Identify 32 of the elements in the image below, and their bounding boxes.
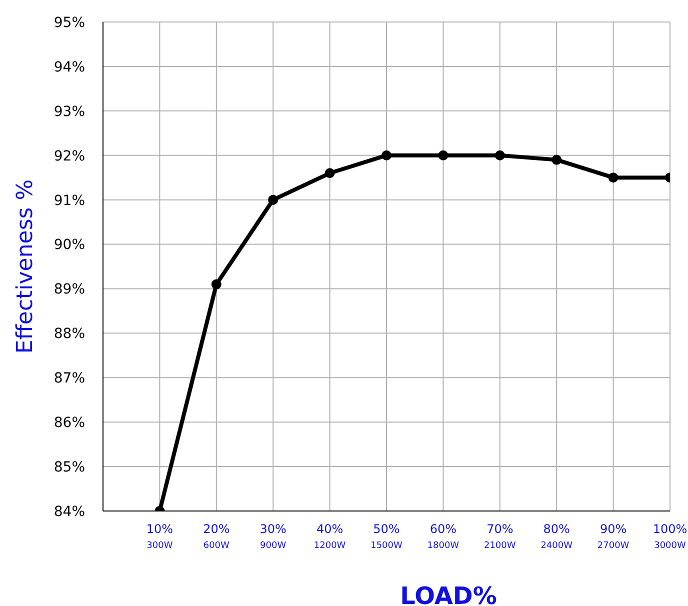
point — [494, 150, 505, 160]
x-tick-label: 100% 3000W — [652, 522, 688, 551]
x-axis-title: LOAD% — [400, 582, 497, 606]
x-tick-label: 90% 2700W — [597, 522, 630, 551]
y-tick-label: 91% — [54, 192, 85, 209]
point — [552, 154, 562, 165]
point — [268, 194, 278, 205]
y-tick-label: 90% — [54, 237, 85, 254]
point — [608, 172, 618, 183]
y-tick-label: 84% — [54, 504, 85, 520]
y-tick-label: 87% — [54, 370, 85, 387]
x-tick-label: 20% 600W — [203, 522, 230, 551]
y-tick-label: 95% — [54, 14, 85, 31]
y-tick-label: 92% — [54, 148, 85, 164]
y-tick-label: 85% — [54, 460, 85, 476]
x-tick-label: 50% 1500W — [370, 522, 402, 551]
y-tick-label: 88% — [54, 326, 85, 342]
x-tick-label: 10% 300W — [146, 522, 174, 551]
y-axis-title: Effectiveness % — [12, 179, 38, 354]
point — [324, 168, 335, 178]
y-tick-label: 89% — [54, 282, 85, 298]
point — [438, 150, 448, 160]
x-tick-label: 40% 1200W — [314, 522, 346, 551]
point — [211, 279, 222, 290]
y-tick-label: 93% — [54, 104, 85, 120]
y-tick-label: 94% — [54, 59, 85, 76]
point — [382, 150, 392, 160]
x-tick-label: 80% 2400W — [540, 522, 573, 551]
x-tick-label: 70% 2100W — [484, 522, 516, 551]
y-tick-label: 86% — [54, 415, 85, 432]
x-tick-label: 30% 900W — [260, 522, 286, 551]
x-tick-label: 60% 1800W — [427, 522, 460, 551]
